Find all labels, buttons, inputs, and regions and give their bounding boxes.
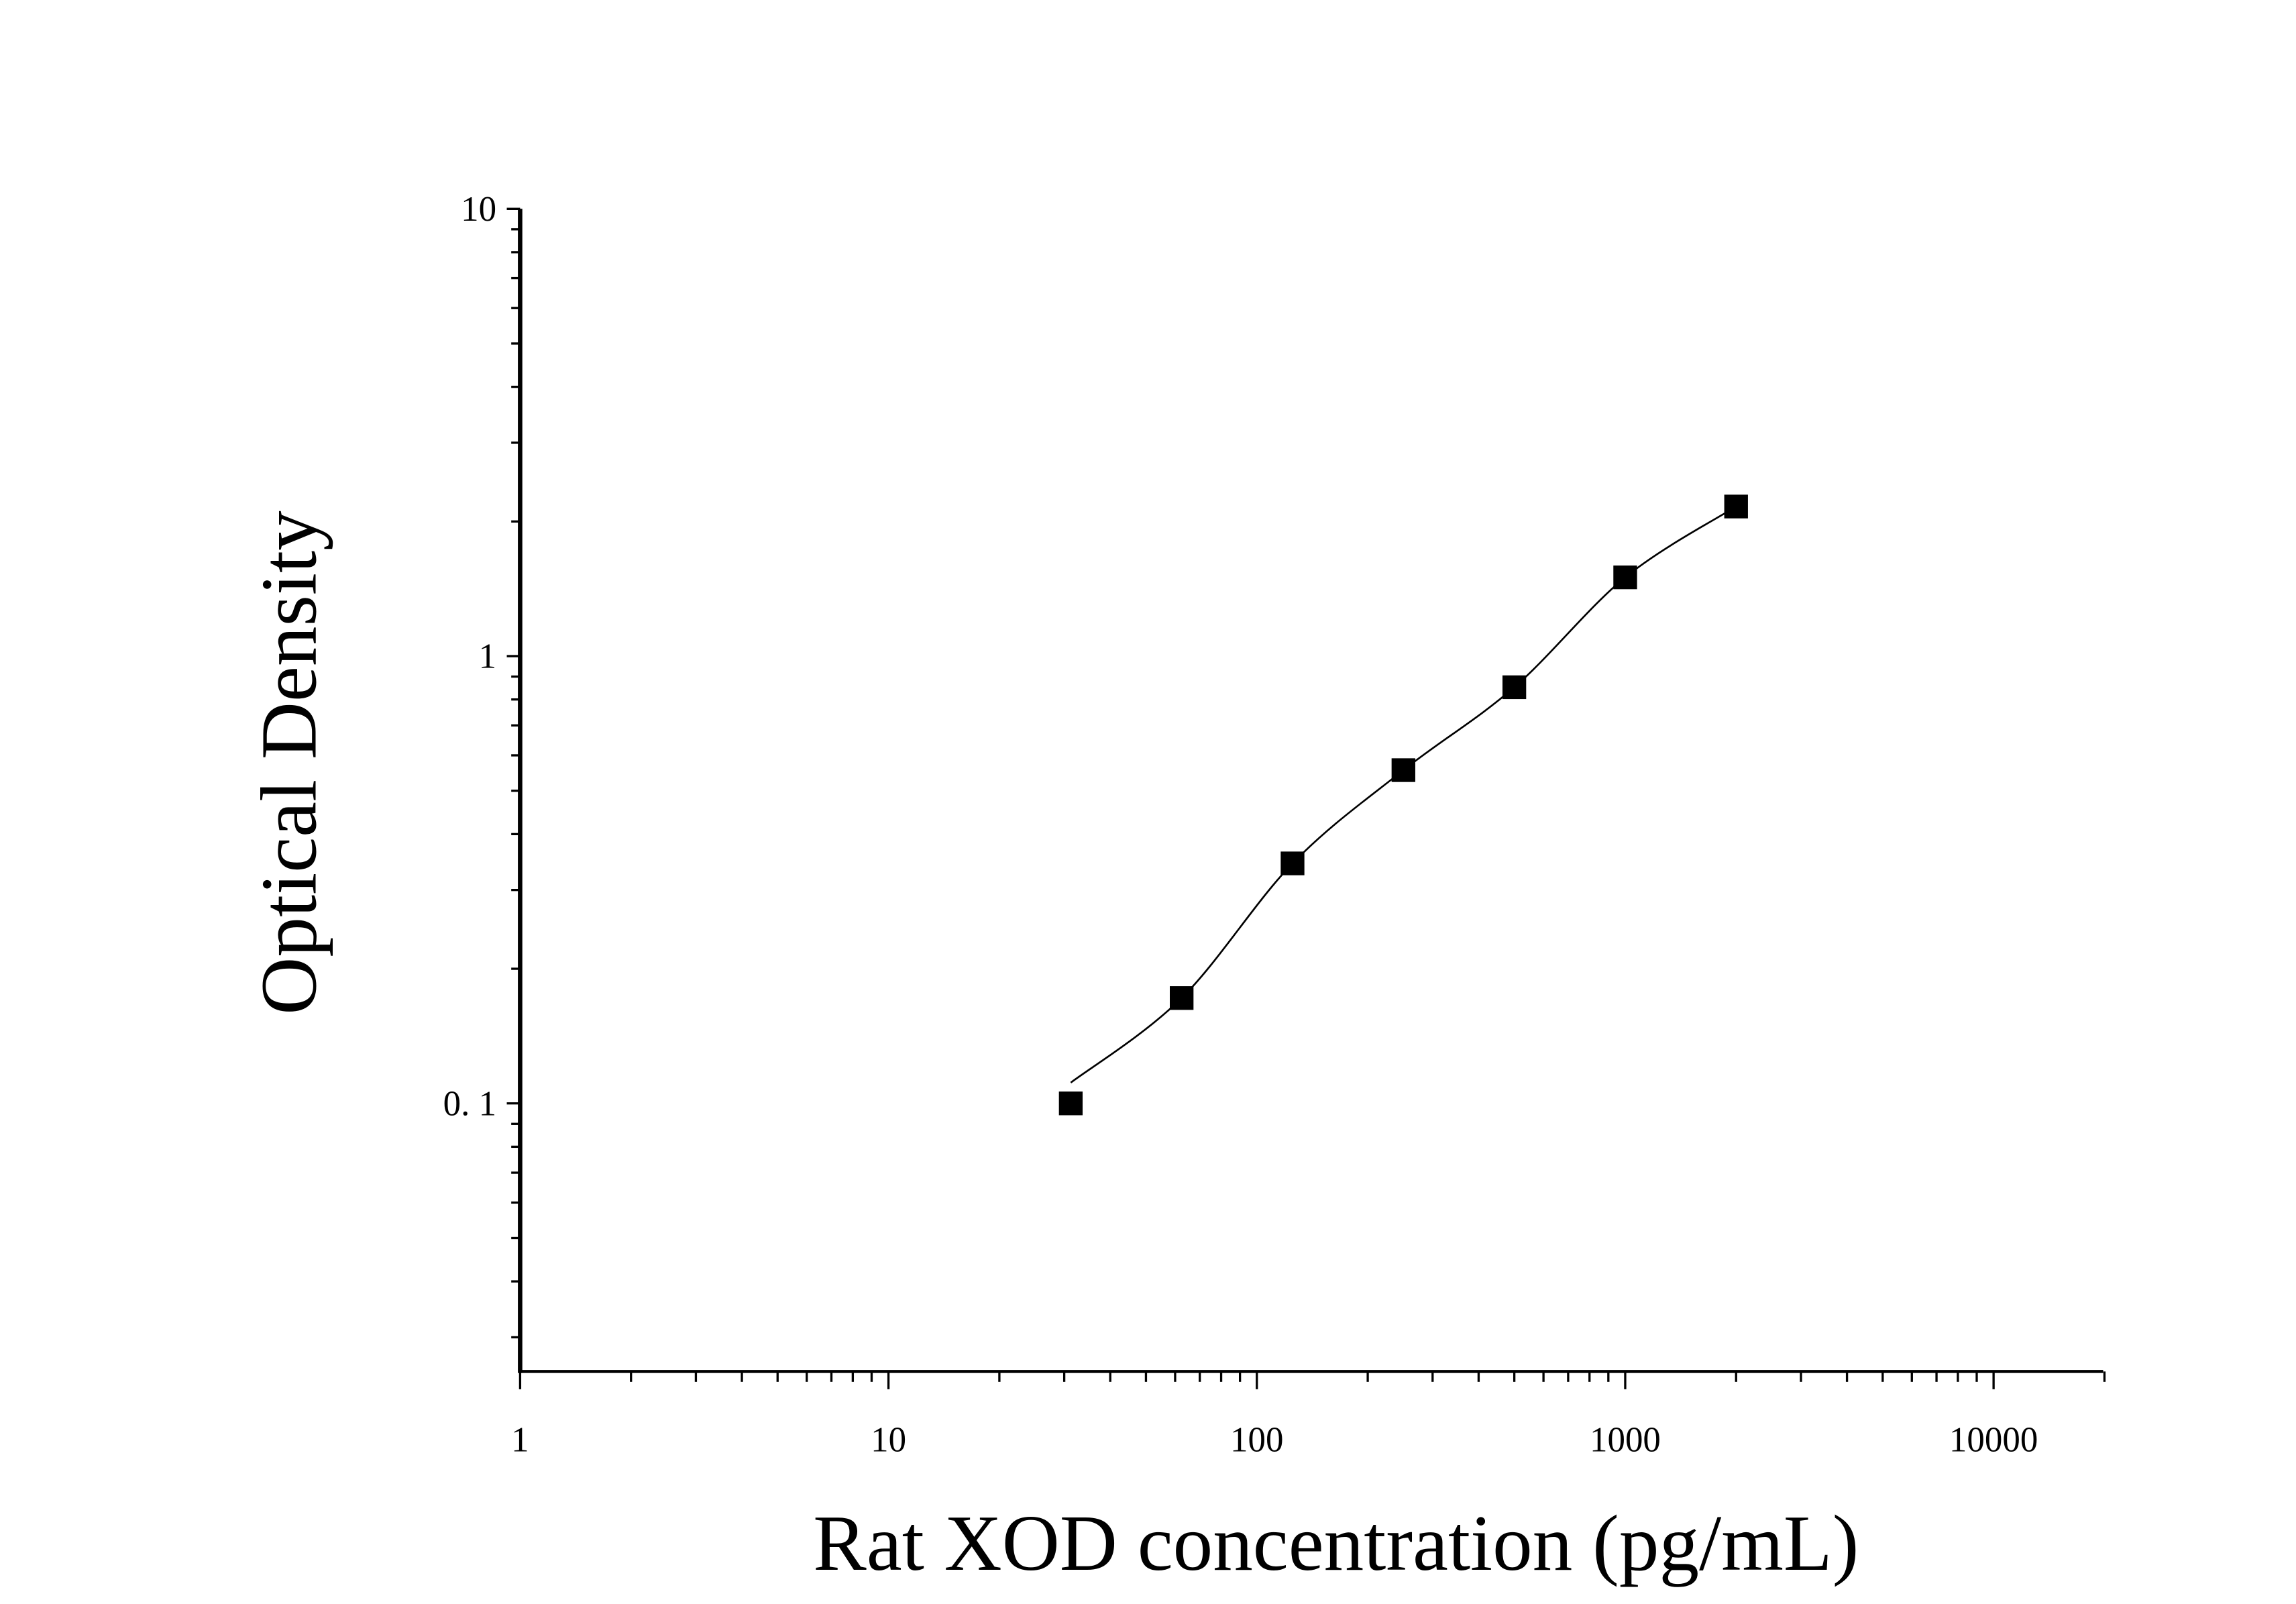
data-point [1502,675,1527,700]
y-tick-label: 1 [479,637,496,676]
data-point [1058,1091,1083,1116]
y-axis-title: Optical Density [245,511,333,1015]
x-tick-label: 100 [1230,1421,1283,1460]
x-axis-title: Rat XOD concentration (pg/mL) [813,1499,1859,1587]
marks [1058,494,1748,1116]
data-point [1391,758,1415,782]
data-point [1280,851,1305,875]
x-tick-label: 10000 [1949,1421,2038,1460]
x-tick-label: 10 [871,1421,906,1460]
x-tick-label: 1 [511,1421,529,1460]
x-tick-label: 1000 [1590,1421,1661,1460]
axes: 0. 1 1 10 1 10 100 1000 10000 [443,190,2106,1460]
y-tick-label: 10 [461,190,496,229]
y-tick-label: 0. 1 [443,1084,496,1123]
data-point [1170,986,1194,1010]
data-point [1724,494,1748,519]
data-point [1613,565,1637,590]
